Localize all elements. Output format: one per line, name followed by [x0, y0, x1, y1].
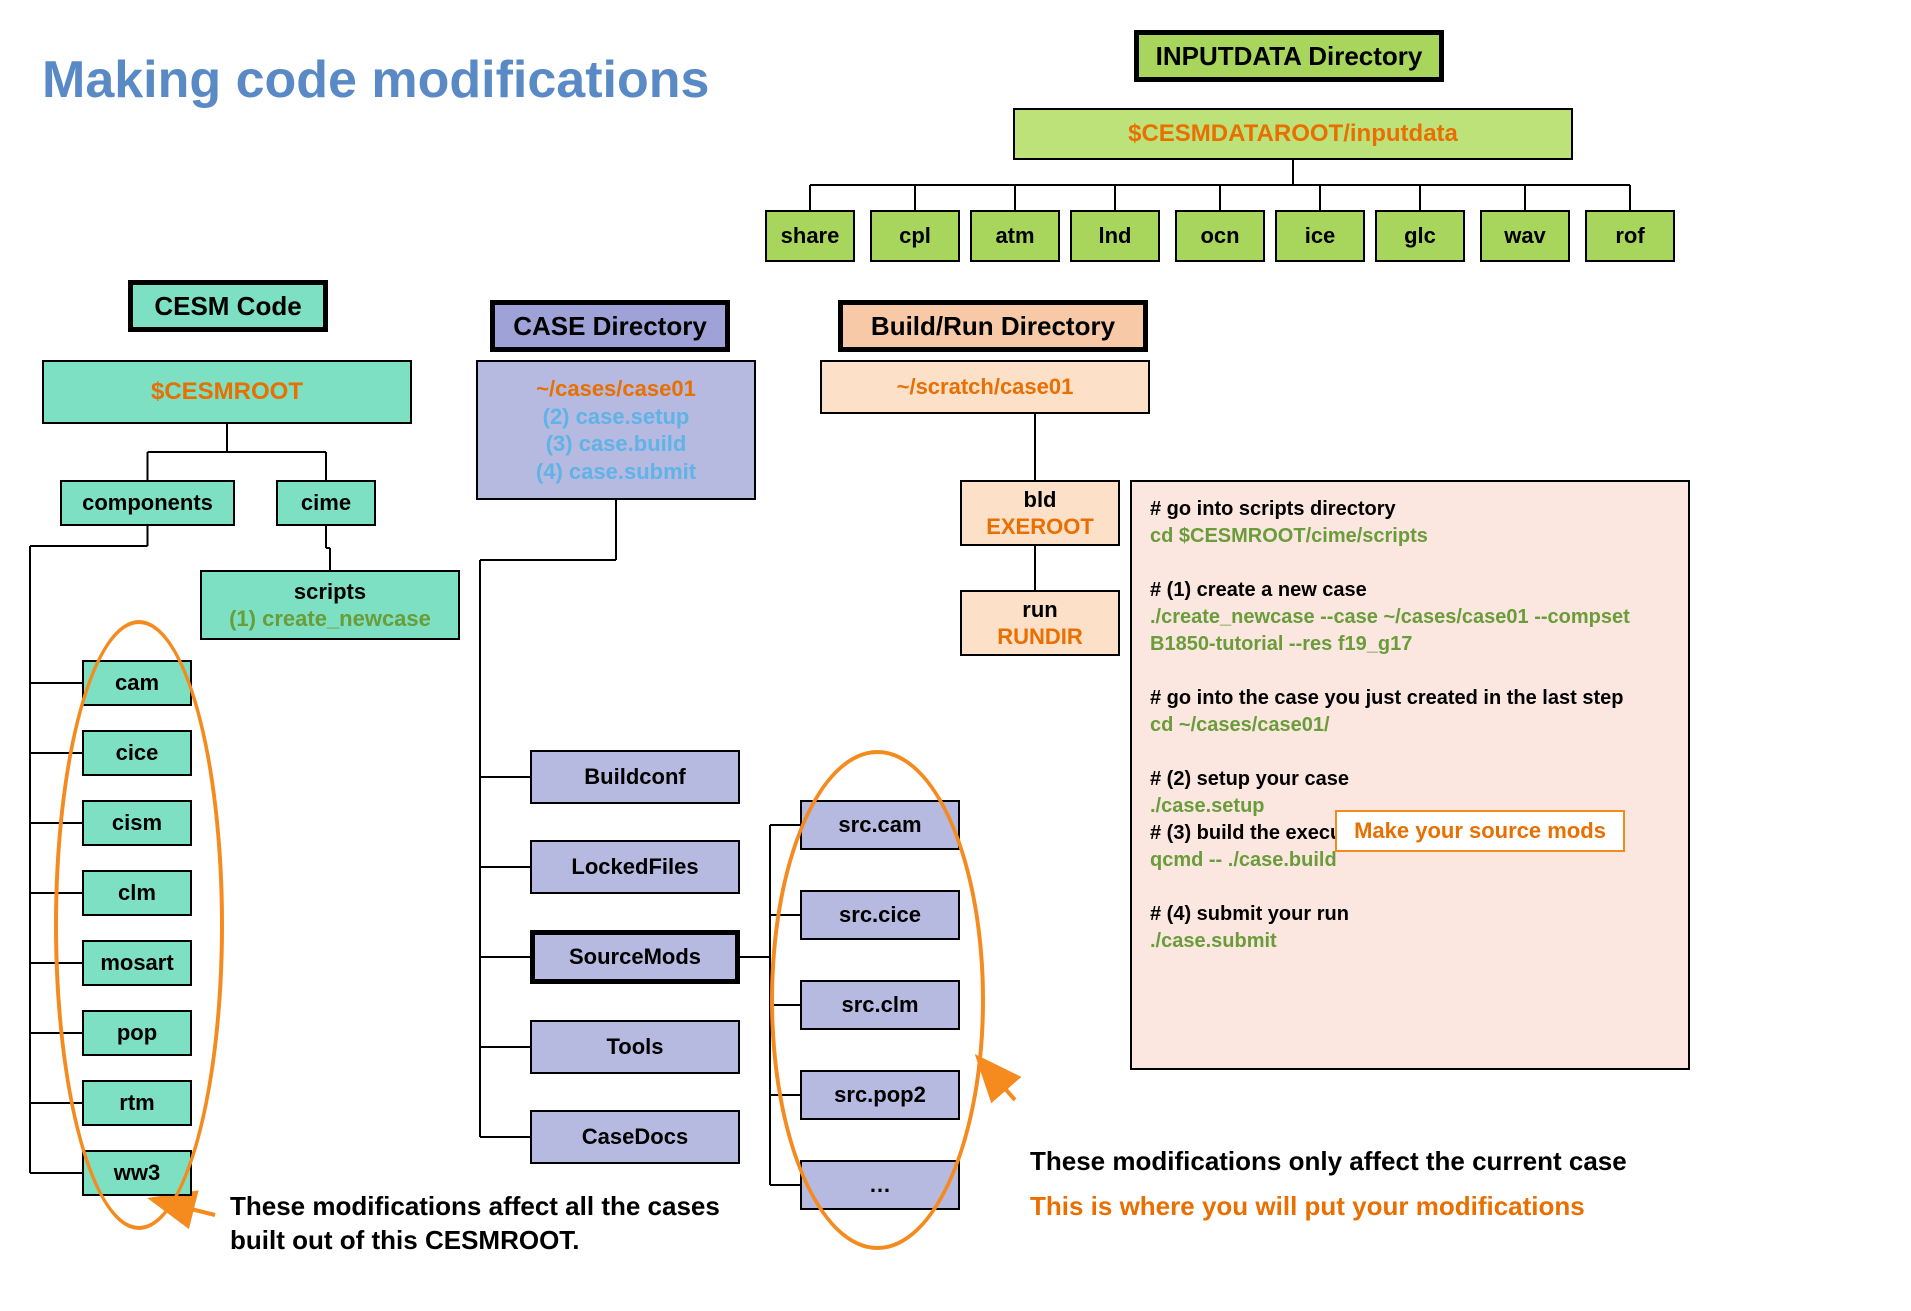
- inputdata-child-lnd: lnd: [1070, 210, 1160, 262]
- inputdata-root: $CESMDATAROOT/inputdata: [1013, 108, 1573, 160]
- case-build-label: (3) case.build: [546, 430, 687, 458]
- inputdata-child-ice: ice: [1275, 210, 1365, 262]
- case-directory-header: CASE Directory: [490, 300, 730, 352]
- inputdata-child-cpl: cpl: [870, 210, 960, 262]
- inputdata-child-glc: glc: [1375, 210, 1465, 262]
- case-setup-label: (2) case.setup: [543, 403, 690, 431]
- inputdata-child-share: share: [765, 210, 855, 262]
- annotation-right-2: This is where you will put your modifica…: [1030, 1190, 1730, 1224]
- code-instructions-panel: # go into scripts directory cd $CESMROOT…: [1130, 480, 1690, 1070]
- case-root-path: ~/cases/case01: [536, 375, 696, 403]
- annotation-left: These modifications affect all the cases…: [230, 1190, 750, 1258]
- buildrun-root: ~/scratch/case01: [820, 360, 1150, 414]
- case-root-box: ~/cases/case01 (2) case.setup (3) case.b…: [476, 360, 756, 500]
- cesm-code-header: CESM Code: [128, 280, 328, 332]
- inputdata-child-wav: wav: [1480, 210, 1570, 262]
- highlight-ellipse-srcmods: [770, 750, 985, 1250]
- code-line: # (4) submit your run: [1150, 901, 1670, 928]
- buildrun-header: Build/Run Directory: [838, 300, 1148, 352]
- run-label: run: [1022, 596, 1057, 624]
- inputdata-header: INPUTDATA Directory: [1134, 30, 1444, 82]
- rundir-label: RUNDIR: [997, 623, 1083, 651]
- code-line: cd $CESMROOT/cime/scripts: [1150, 523, 1670, 550]
- cesm-root: $CESMROOT: [42, 360, 412, 424]
- code-line: ./case.submit: [1150, 928, 1670, 955]
- inputdata-child-atm: atm: [970, 210, 1060, 262]
- buildrun-bld-box: bld EXEROOT: [960, 480, 1120, 546]
- highlight-ellipse-components: [54, 620, 224, 1230]
- code-line: # go into scripts directory: [1150, 496, 1670, 523]
- bld-label: bld: [1024, 486, 1057, 514]
- cesm-components-box: components: [60, 480, 235, 526]
- code-line: # go into the case you just created in t…: [1150, 685, 1670, 712]
- case-child-tools: Tools: [530, 1020, 740, 1074]
- inputdata-child-ocn: ocn: [1175, 210, 1265, 262]
- scripts-label: scripts: [294, 578, 366, 606]
- code-line: cd ~/cases/case01/: [1150, 712, 1670, 739]
- code-line: # (1) create a new case: [1150, 577, 1670, 604]
- code-line: # (2) setup your case: [1150, 766, 1670, 793]
- annotation-right-1: These modifications only affect the curr…: [1030, 1145, 1730, 1179]
- exeroot-label: EXEROOT: [986, 513, 1094, 541]
- code-line: ./create_newcase --case ~/cases/case01 -…: [1150, 604, 1670, 658]
- case-child-sourcemods: SourceMods: [530, 930, 740, 984]
- buildrun-run-box: run RUNDIR: [960, 590, 1120, 656]
- case-submit-label: (4) case.submit: [536, 458, 696, 486]
- source-mods-callout: Make your source mods: [1335, 810, 1625, 852]
- cesm-cime-box: cime: [276, 480, 376, 526]
- cesm-scripts-box: scripts (1) create_newcase: [200, 570, 460, 640]
- case-child-lockedfiles: LockedFiles: [530, 840, 740, 894]
- page-title: Making code modifications: [42, 50, 709, 110]
- case-child-casedocs: CaseDocs: [530, 1110, 740, 1164]
- inputdata-child-rof: rof: [1585, 210, 1675, 262]
- create-newcase-label: (1) create_newcase: [229, 605, 431, 633]
- case-child-buildconf: Buildconf: [530, 750, 740, 804]
